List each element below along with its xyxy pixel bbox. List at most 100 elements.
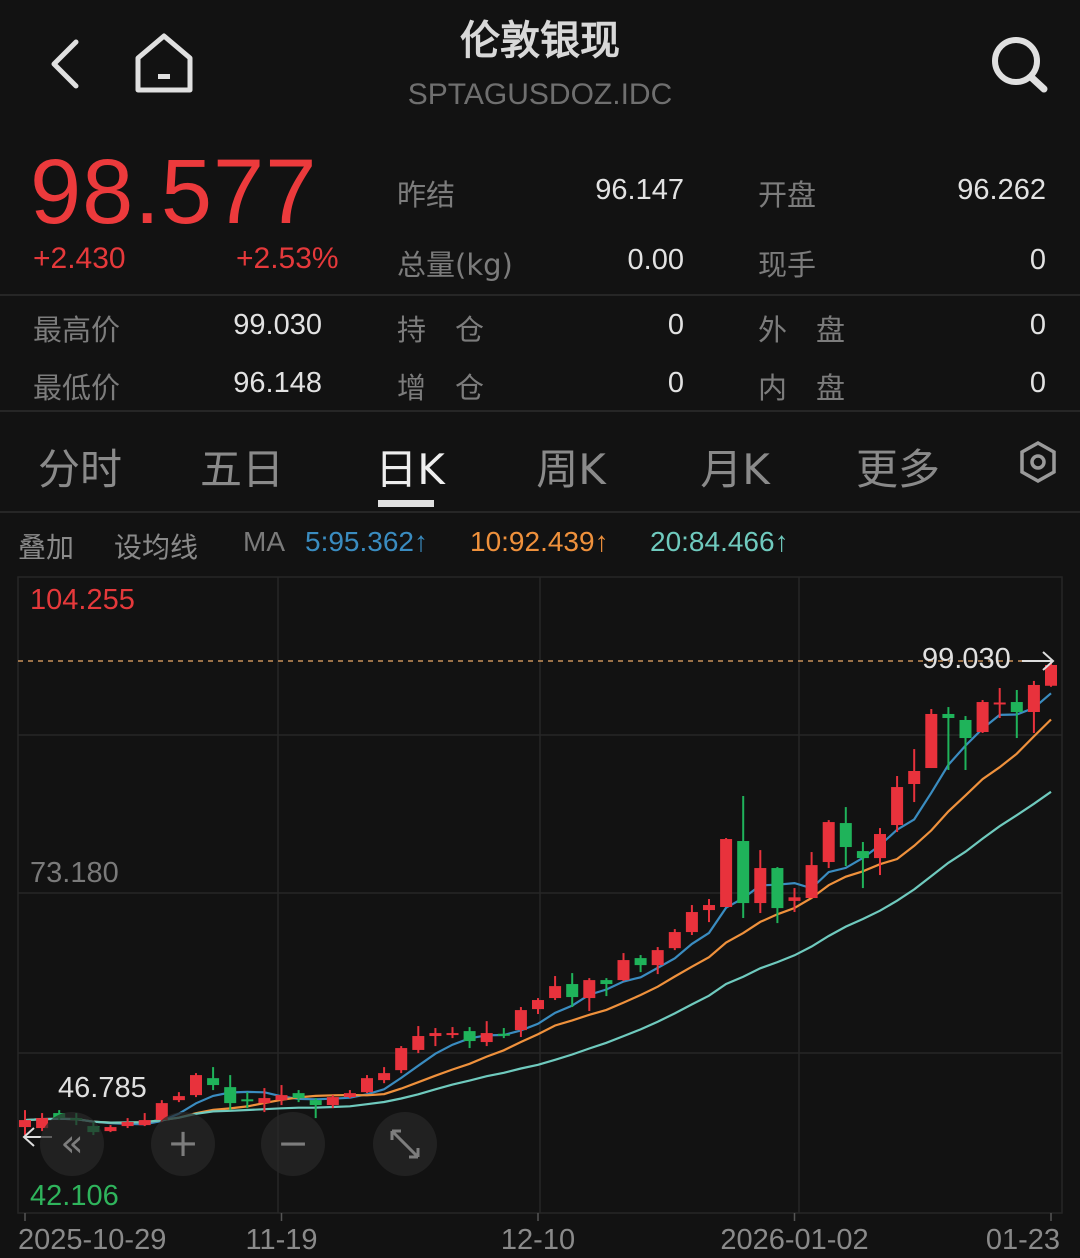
stat-value-prev-settle: 96.147 <box>595 174 684 206</box>
candle <box>839 807 852 867</box>
candle-body <box>925 713 938 769</box>
zoom-in-button[interactable]: + <box>151 1112 215 1176</box>
candle <box>446 1027 459 1039</box>
candle <box>771 867 784 924</box>
x-tick-label: 11-19 <box>245 1224 318 1256</box>
candle-body <box>600 980 613 985</box>
overlay-button[interactable]: 叠加 <box>18 532 75 563</box>
tab-weekly-k[interactable]: 周K <box>536 445 606 494</box>
candle-body <box>224 1087 237 1104</box>
ma10-value: 10:92.439↑ <box>470 526 609 557</box>
candle <box>959 716 972 771</box>
candle-body <box>292 1093 305 1099</box>
candle-body <box>993 702 1006 705</box>
x-tick-label: 2026-01-02 <box>720 1224 869 1256</box>
last-price: 98.577 <box>30 141 318 243</box>
candle <box>429 1028 442 1047</box>
candle-body <box>617 960 630 981</box>
stat-label-oi-change: 增 仓 <box>397 371 485 405</box>
candle-body <box>190 1075 202 1096</box>
candle-body <box>343 1093 356 1098</box>
left-marker-label: 46.785 <box>58 1072 147 1104</box>
candle <box>172 1092 185 1103</box>
candle-body <box>908 770 921 785</box>
candle <box>874 828 886 876</box>
scroll-back-button[interactable]: « <box>40 1112 104 1176</box>
fullscreen-button[interactable] <box>373 1112 437 1176</box>
candle <box>275 1085 288 1106</box>
candle <box>19 1110 31 1136</box>
candle <box>908 749 921 803</box>
candle-body <box>514 1010 527 1031</box>
candle <box>412 1026 425 1054</box>
candle <box>343 1090 356 1099</box>
candle-body <box>959 719 972 739</box>
candle <box>891 776 904 833</box>
candle <box>292 1090 305 1103</box>
candle <box>685 905 698 936</box>
candle-body <box>703 905 715 911</box>
candle-body <box>429 1033 442 1037</box>
ma5-line <box>24 692 1052 1126</box>
back-icon[interactable] <box>44 38 88 90</box>
x-tick-label: 01-23 <box>985 1224 1060 1256</box>
candle <box>190 1073 202 1098</box>
set-ma-button[interactable]: 设均线 <box>114 532 199 563</box>
candle <box>378 1067 391 1084</box>
candle <box>258 1088 271 1113</box>
x-tick-label: 12-10 <box>500 1224 576 1256</box>
candle-body <box>36 1118 49 1129</box>
candle <box>788 888 801 913</box>
stat-label-high: 最高价 <box>33 313 121 347</box>
stat-value-volume: 0.00 <box>627 244 684 276</box>
tab-more[interactable]: 更多 <box>855 445 941 494</box>
candle-body <box>361 1078 373 1093</box>
stat-label-current-hand: 现手 <box>758 248 817 282</box>
candle <box>1045 660 1057 687</box>
candle-body <box>856 851 869 859</box>
search-icon[interactable] <box>986 32 1052 94</box>
candle <box>121 1118 134 1129</box>
tab-daily-k[interactable]: 日K <box>375 445 445 494</box>
candle-body <box>104 1127 117 1132</box>
candle-body <box>822 822 835 863</box>
home-icon[interactable] <box>132 32 196 94</box>
candle-body <box>309 1100 322 1106</box>
stat-value-oi-change: 0 <box>667 367 684 399</box>
candle <box>822 820 835 869</box>
price-change-pct: +2.53% <box>236 242 339 275</box>
candle <box>138 1113 151 1127</box>
candle <box>395 1046 408 1074</box>
tab-monthly-k[interactable]: 月K <box>700 445 770 494</box>
candle-body <box>1027 684 1040 712</box>
candle-body <box>685 912 698 933</box>
candle-body <box>138 1120 151 1126</box>
candle-body <box>412 1036 425 1050</box>
candle <box>480 1021 493 1047</box>
divider <box>0 294 1080 296</box>
settings-icon[interactable] <box>1018 440 1058 484</box>
candle-body <box>839 823 852 848</box>
candle <box>617 953 630 982</box>
candle <box>651 947 664 975</box>
candle-body <box>446 1033 459 1036</box>
candle <box>1010 690 1023 739</box>
candle-body <box>737 841 750 904</box>
candle <box>224 1075 237 1111</box>
stat-label-inner: 内 盘 <box>758 371 846 405</box>
candle <box>668 929 681 951</box>
candle <box>720 838 733 908</box>
divider <box>0 511 1080 513</box>
candle-body <box>275 1095 288 1101</box>
candle-body <box>771 868 784 909</box>
candle-body <box>532 1000 544 1010</box>
candle-body <box>241 1099 254 1102</box>
candle <box>497 1028 510 1039</box>
candle <box>514 1007 527 1038</box>
candle-body <box>1010 702 1023 712</box>
candle-body <box>207 1078 220 1086</box>
tab-intraday[interactable]: 分时 <box>37 445 123 494</box>
zoom-out-button[interactable]: − <box>261 1112 325 1176</box>
tab-five-day[interactable]: 五日 <box>199 445 285 494</box>
